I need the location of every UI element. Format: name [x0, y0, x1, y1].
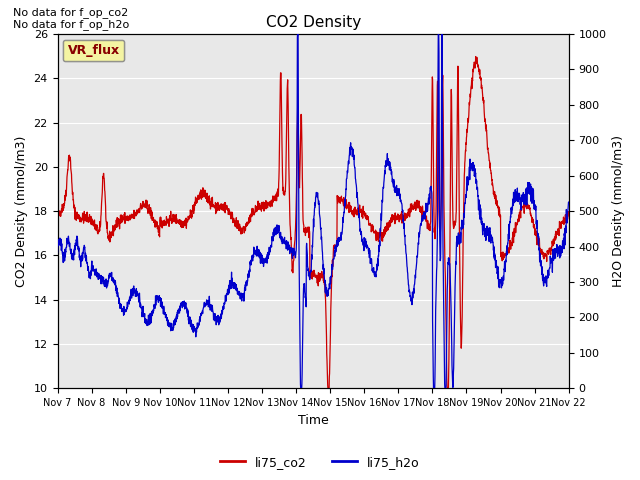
Title: CO2 Density: CO2 Density [266, 15, 361, 30]
Y-axis label: H2O Density (mmol/m3): H2O Density (mmol/m3) [612, 135, 625, 287]
Y-axis label: CO2 Density (mmol/m3): CO2 Density (mmol/m3) [15, 135, 28, 287]
Text: No data for f_op_h2o: No data for f_op_h2o [13, 20, 129, 30]
Legend:  [63, 39, 124, 61]
X-axis label: Time: Time [298, 414, 328, 427]
Legend: li75_co2, li75_h2o: li75_co2, li75_h2o [215, 451, 425, 474]
Text: No data for f_op_co2: No data for f_op_co2 [13, 8, 128, 18]
